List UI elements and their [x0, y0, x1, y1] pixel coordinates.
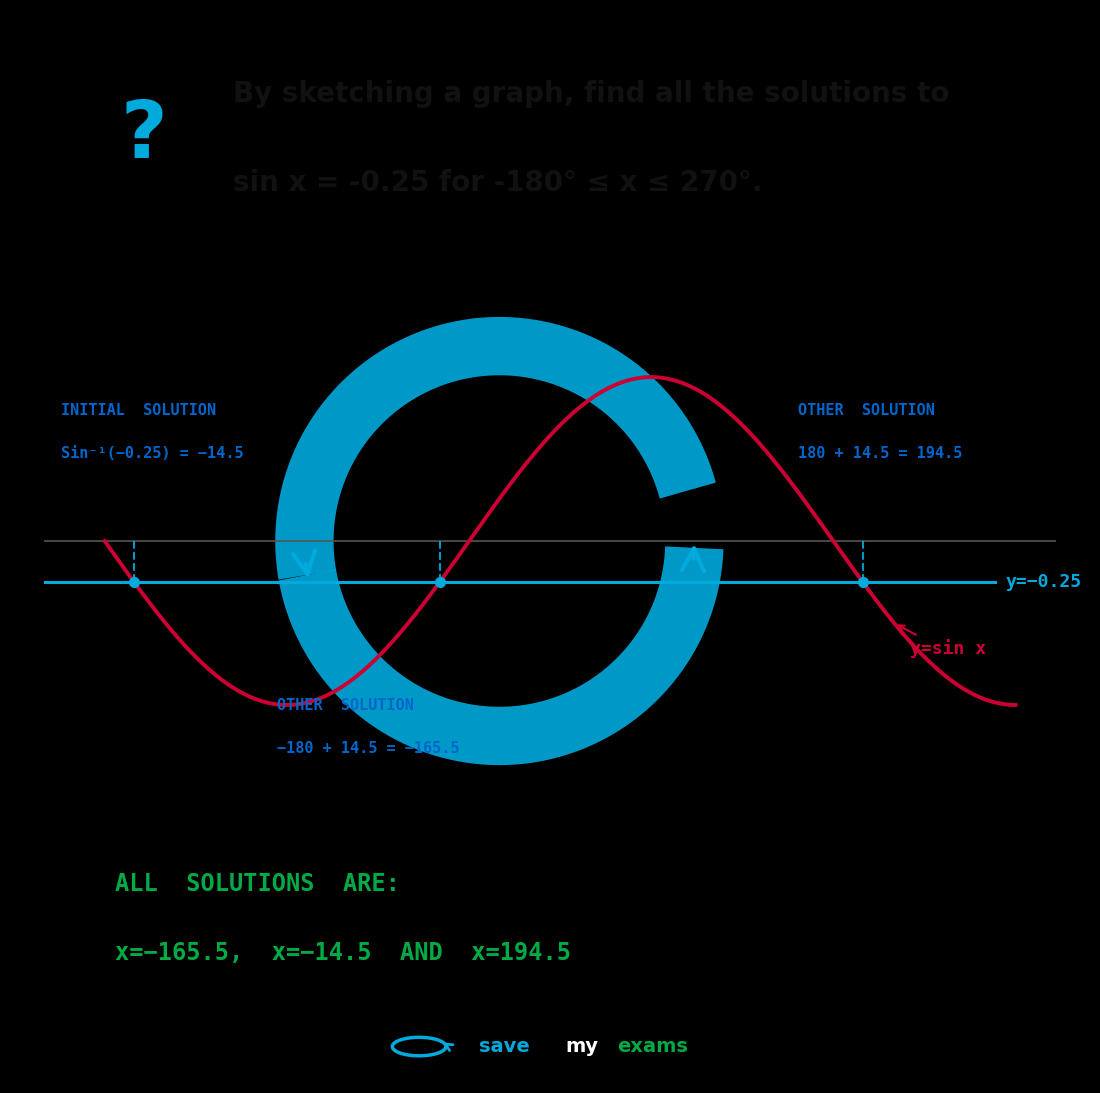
Text: 180 + 14.5 = 194.5: 180 + 14.5 = 194.5 — [799, 446, 962, 461]
Text: Sin⁻¹(−0.25) = −14.5: Sin⁻¹(−0.25) = −14.5 — [62, 446, 244, 461]
Text: INITIAL  SOLUTION: INITIAL SOLUTION — [62, 403, 217, 418]
Text: my: my — [565, 1037, 598, 1056]
Text: By sketching a graph, find all the solutions to: By sketching a graph, find all the solut… — [233, 80, 949, 108]
Text: ALL  SOLUTIONS  ARE:: ALL SOLUTIONS ARE: — [114, 872, 399, 896]
Text: ?: ? — [121, 96, 167, 175]
Text: y=sin x: y=sin x — [911, 639, 987, 658]
Text: OTHER  SOLUTION: OTHER SOLUTION — [277, 698, 415, 713]
Text: save: save — [478, 1037, 530, 1056]
Text: x=−165.5,  x=−14.5  AND  x=194.5: x=−165.5, x=−14.5 AND x=194.5 — [114, 941, 571, 965]
Text: y=−0.25: y=−0.25 — [1005, 573, 1081, 591]
Text: OTHER  SOLUTION: OTHER SOLUTION — [799, 403, 935, 418]
Text: sin x = -0.25 for -180° ≤ x ≤ 270°.: sin x = -0.25 for -180° ≤ x ≤ 270°. — [233, 168, 762, 197]
Text: exams: exams — [617, 1037, 689, 1056]
Text: −180 + 14.5 = −165.5: −180 + 14.5 = −165.5 — [277, 741, 460, 756]
